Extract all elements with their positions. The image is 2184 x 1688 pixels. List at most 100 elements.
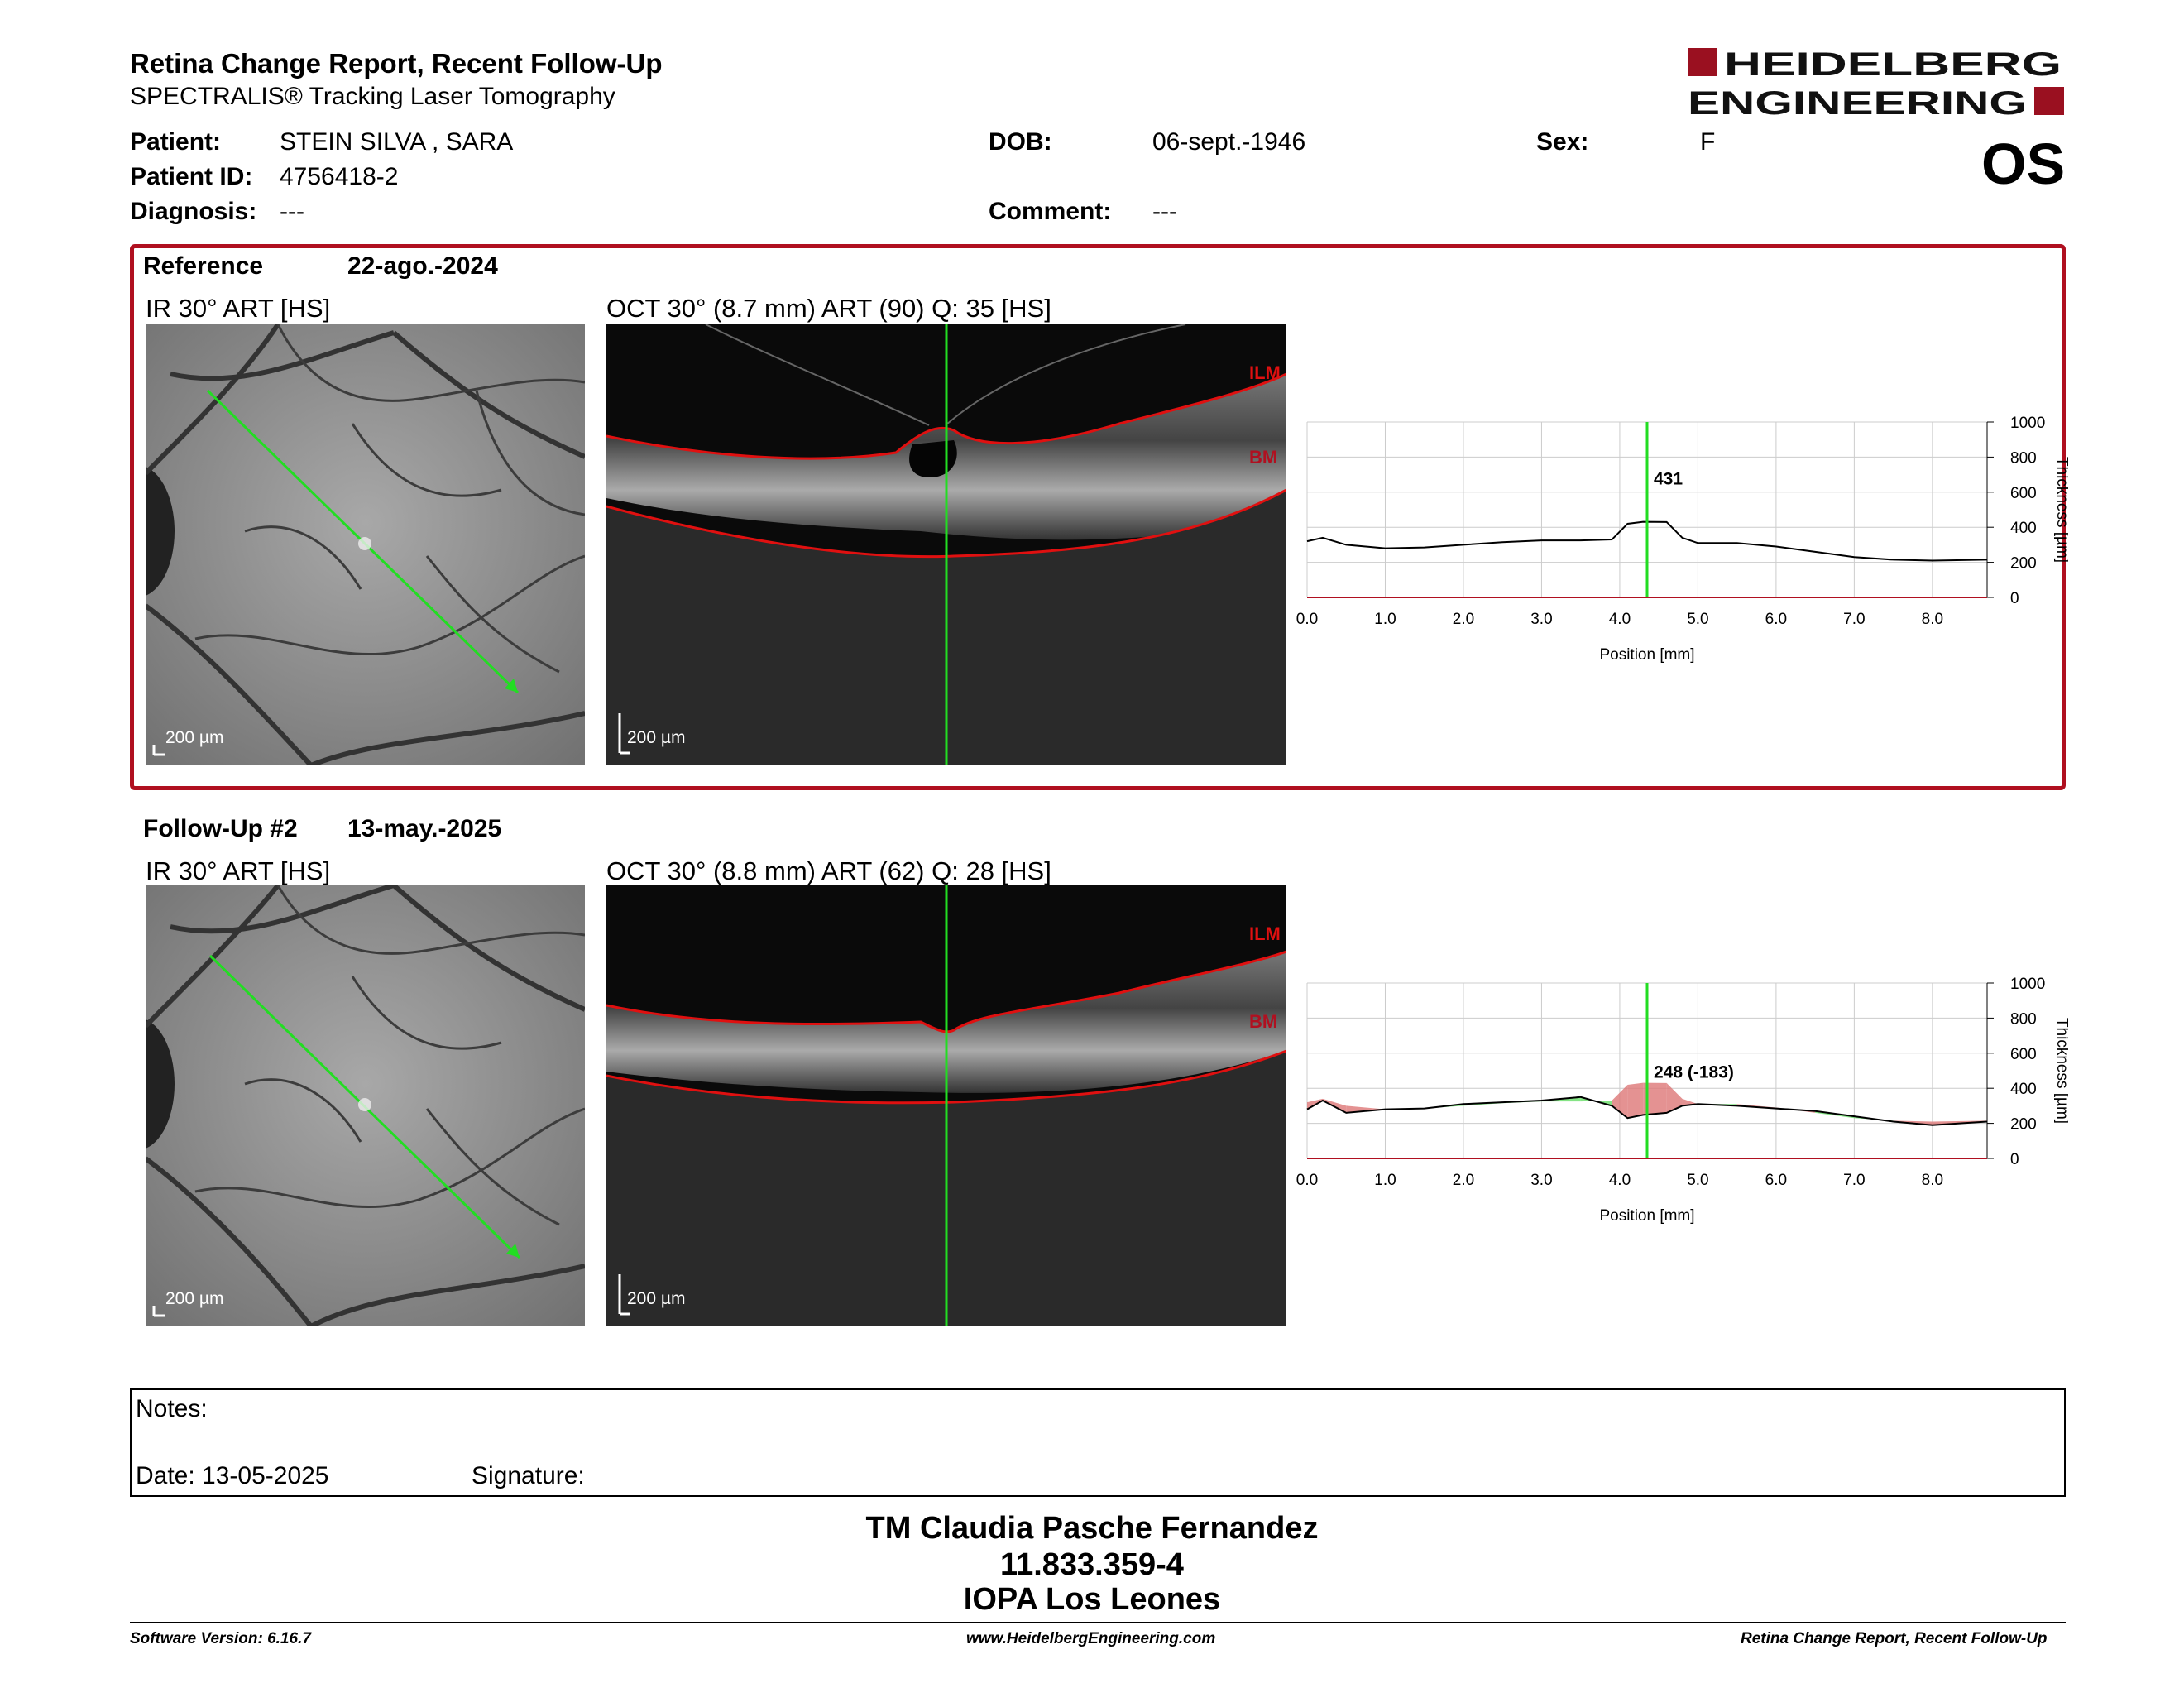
followup-label: Follow-Up #2 [143, 815, 298, 842]
report-title: Retina Change Report, Recent Follow-Up [130, 48, 663, 79]
comment-value: --- [1152, 198, 1177, 225]
y-tick-label: 400 [2010, 520, 2037, 537]
reference-label: Reference [143, 252, 264, 280]
thickness-line [1306, 1096, 1988, 1126]
followup-oct-scale: 200 µm [627, 1289, 686, 1308]
sex-label: Sex: [1536, 128, 1589, 156]
x-tick-label: 8.0 [1922, 1172, 1943, 1189]
signer-name: TM Claudia Pasche Fernandez [865, 1511, 1319, 1546]
x-tick-label: 0.0 [1296, 611, 1318, 628]
x-tick-label: 3.0 [1530, 1172, 1552, 1189]
diagnosis-label: Diagnosis: [130, 198, 257, 225]
y-tick-label: 1000 [2010, 415, 2045, 432]
thickness-change-area [1666, 1082, 1683, 1113]
dob-value: 06-sept.-1946 [1152, 128, 1306, 156]
signer-org: IOPA Los Leones [963, 1582, 1221, 1617]
reference-ir-scale: 200 µm [165, 728, 224, 747]
reference-oct-title: OCT 30° (8.7 mm) ART (90) Q: 35 [HS] [606, 294, 1051, 323]
y-axis-label: Thickness [µm] [2053, 457, 2068, 563]
sex-value: F [1700, 128, 1716, 156]
logo-line2: ENGINEERING [1688, 85, 2027, 120]
y-tick-label: 800 [2010, 449, 2037, 467]
y-tick-label: 600 [2010, 1046, 2037, 1063]
x-tick-label: 5.0 [1687, 611, 1708, 628]
followup-thickness-chart: 0.0 1.0 2.0 3.0 4.0 5.0 6.0 7.0 8.0 0 200 400 600 800… [1296, 976, 2068, 1225]
y-tick-label: 200 [2010, 1116, 2037, 1134]
thickness-change-area [1627, 1082, 1644, 1119]
x-tick-label: 6.0 [1765, 611, 1787, 628]
patient-label: Patient: [130, 128, 222, 156]
y-tick-label: 800 [2010, 1010, 2037, 1028]
reference-fundus-drawing [146, 324, 585, 765]
x-tick-label: 3.0 [1530, 611, 1552, 628]
logo-line1: HEIDELBERG [1724, 46, 2062, 83]
comment-label: Comment: [989, 198, 1112, 225]
reference-ilm-label: ILM [1249, 362, 1281, 383]
x-axis-label: Position [mm] [1599, 646, 1694, 664]
report-subtitle: SPECTRALIS® Tracking Laser Tomography [130, 83, 615, 110]
thickness-change-area [1346, 1105, 1386, 1113]
followup-fundus-drawing [146, 885, 585, 1326]
footer-divider [130, 1622, 2066, 1623]
reference-date: 22-ago.-2024 [347, 252, 498, 280]
thickness-change-area [1612, 1084, 1628, 1119]
x-tick-label: 5.0 [1687, 1172, 1708, 1189]
x-tick-label: 2.0 [1453, 611, 1474, 628]
followup-bm-label: BM [1249, 1011, 1278, 1032]
thickness-change-area [1698, 1104, 1737, 1106]
thickness-line [1306, 520, 1988, 562]
reference-thickness-chart: 0.0 1.0 2.0 3.0 4.0 5.0 6.0 7.0 8.0 0 200 400 600 800… [1296, 415, 2068, 664]
x-tick-label: 0.0 [1296, 1172, 1318, 1189]
signature-label[interactable]: Signature: [472, 1462, 585, 1489]
y-axis-label: Thickness [µm] [2053, 1018, 2068, 1124]
reference-oct-image [606, 324, 1286, 765]
followup-ilm-label: ILM [1249, 923, 1281, 944]
y-tick-label: 200 [2010, 555, 2037, 573]
notes-box [130, 1388, 2066, 1497]
x-tick-label: 1.0 [1374, 611, 1396, 628]
dob-label: DOB: [989, 128, 1052, 156]
x-tick-label: 6.0 [1765, 1172, 1787, 1189]
x-tick-label: 7.0 [1843, 1172, 1865, 1189]
followup-oct-image [606, 885, 1286, 1326]
footer-report: Retina Change Report, Recent Follow-Up [1741, 1630, 2048, 1647]
x-tick-label: 7.0 [1843, 611, 1865, 628]
x-tick-label: 4.0 [1609, 1172, 1631, 1189]
x-tick-label: 1.0 [1374, 1172, 1396, 1189]
followup-date: 13-may.-2025 [347, 815, 502, 842]
footer-url[interactable]: www.HeidelbergEngineering.com [966, 1630, 1216, 1647]
reference-ir-image [146, 324, 585, 765]
followup-ir-scale: 200 µm [165, 1289, 224, 1308]
followup-oct-title: OCT 30° (8.8 mm) ART (62) Q: 28 [HS] [606, 856, 1051, 885]
x-axis-label: Position [mm] [1599, 1207, 1694, 1225]
followup-ir-image [146, 885, 585, 1326]
patient-name: STEIN SILVA , SARA [280, 128, 514, 156]
x-tick-label: 2.0 [1453, 1172, 1474, 1189]
y-tick-label: 0 [2010, 590, 2019, 607]
signer-id: 11.833.359-4 [1000, 1547, 1184, 1582]
footer-version: Software Version: 6.16.7 [130, 1630, 311, 1647]
y-tick-label: 0 [2010, 1151, 2019, 1168]
notes-date: Date: 13-05-2025 [136, 1462, 329, 1489]
notes-label: Notes: [136, 1395, 208, 1422]
reference-ir-title: IR 30° ART [HS] [146, 294, 331, 323]
eye-laterality: OS [1981, 132, 2066, 196]
reference-oct-drawing [606, 324, 1286, 765]
reference-bm-label: BM [1249, 447, 1278, 468]
x-tick-label: 4.0 [1609, 611, 1631, 628]
patient-id-label: Patient ID: [130, 163, 253, 190]
followup-ir-title: IR 30° ART [HS] [146, 856, 331, 885]
y-tick-label: 1000 [2010, 976, 2045, 993]
reference-oct-scale: 200 µm [627, 728, 686, 747]
y-tick-label: 400 [2010, 1081, 2037, 1098]
patient-id: 4756418-2 [280, 163, 399, 190]
marker-value-label: 431 [1654, 470, 1683, 489]
y-tick-label: 600 [2010, 485, 2037, 502]
diagnosis-value: --- [280, 198, 304, 225]
x-tick-label: 8.0 [1922, 611, 1943, 628]
followup-oct-drawing [606, 885, 1286, 1326]
reference-panel [130, 244, 2066, 790]
heidelberg-logo: HEIDELBERG ENGINEERING [1688, 46, 2064, 120]
marker-value-label: 248 (-183) [1654, 1062, 1734, 1081]
thickness-change-area [1643, 1082, 1667, 1115]
